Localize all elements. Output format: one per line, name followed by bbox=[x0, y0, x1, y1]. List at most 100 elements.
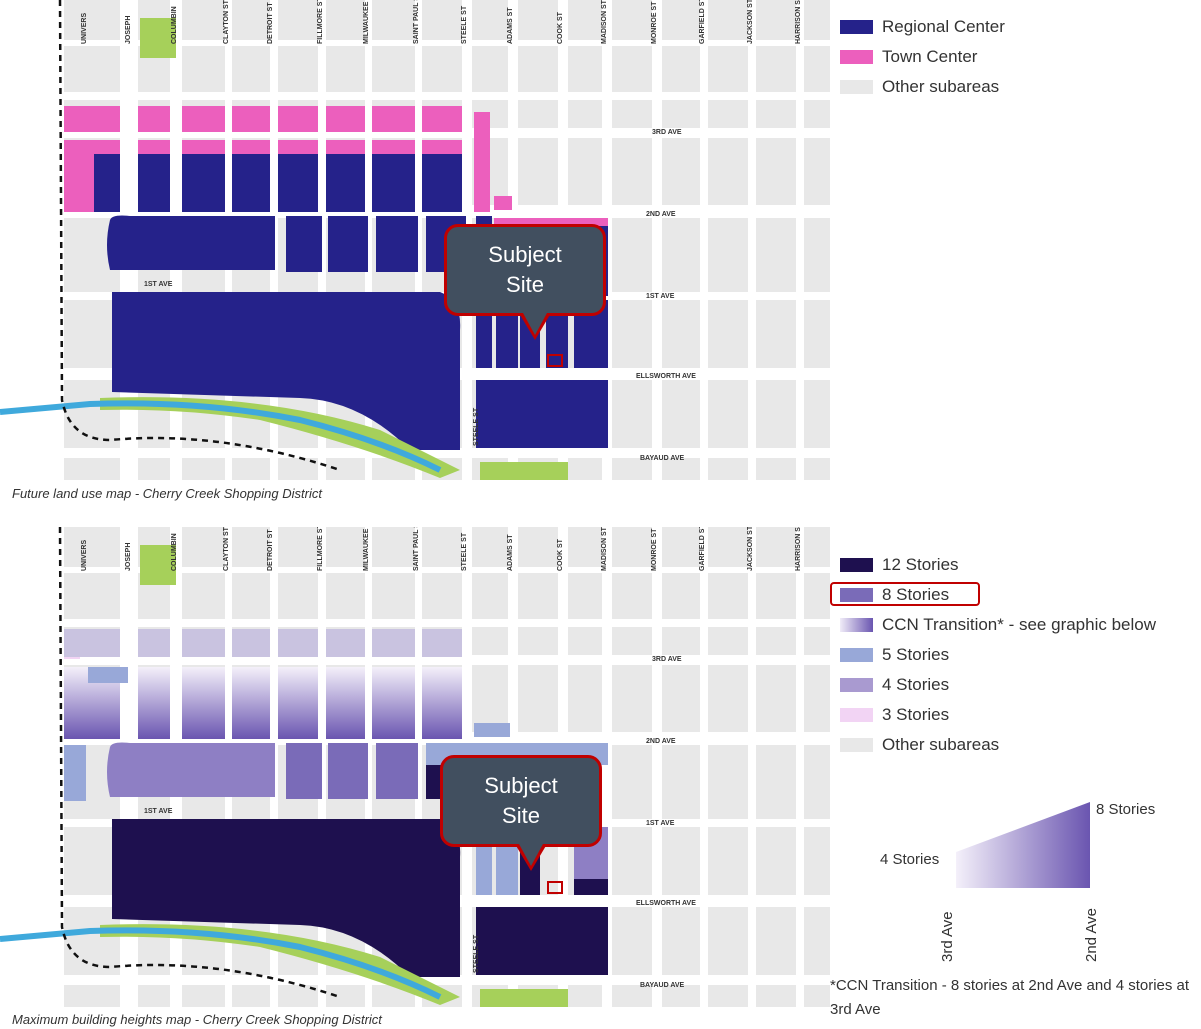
grey-block bbox=[612, 0, 652, 40]
grey-block bbox=[278, 0, 318, 40]
grey-block bbox=[708, 458, 748, 480]
grey-block bbox=[612, 218, 652, 292]
legend-label: 4 Stories bbox=[882, 675, 950, 694]
grey-block bbox=[612, 627, 652, 655]
grey-block bbox=[232, 527, 270, 567]
grey-block bbox=[326, 985, 365, 1007]
street-label: HARRISON ST bbox=[795, 527, 802, 571]
grey-block bbox=[804, 380, 830, 448]
grey-block bbox=[662, 100, 700, 128]
grey-block bbox=[804, 745, 830, 819]
grey-block bbox=[182, 527, 225, 567]
grey-block bbox=[568, 627, 602, 655]
4-stories-block bbox=[232, 629, 270, 657]
grey-block bbox=[612, 907, 652, 975]
regional-center-block bbox=[138, 154, 170, 212]
grey-block bbox=[278, 573, 318, 619]
avenue-label: 1ST AVE bbox=[144, 808, 173, 815]
8-stories-block bbox=[286, 743, 322, 799]
grey-block bbox=[708, 0, 748, 40]
legend-label: 5 Stories bbox=[882, 645, 950, 664]
grey-block bbox=[422, 0, 462, 40]
grey-block bbox=[182, 46, 225, 92]
4-stories-block bbox=[107, 742, 275, 797]
ccn-transition-graphic: 8 Stories 4 Stories 3rd Ave 2nd Ave bbox=[880, 801, 1155, 962]
grey-block bbox=[612, 138, 652, 205]
grey-block bbox=[708, 827, 748, 895]
grey-block bbox=[518, 138, 558, 205]
grey-block bbox=[662, 745, 700, 819]
legend-label: Other subareas bbox=[882, 77, 1000, 96]
grey-block bbox=[662, 827, 700, 895]
grey-block bbox=[804, 0, 830, 40]
town-center-block bbox=[422, 106, 462, 132]
grey-block bbox=[804, 218, 830, 292]
grey-block bbox=[612, 380, 652, 448]
legend-item-town-center: Town Center bbox=[840, 42, 1005, 72]
avenue-label: ELLSWORTH AVE bbox=[636, 900, 696, 907]
grey-block bbox=[662, 627, 700, 655]
grey-block bbox=[568, 46, 602, 92]
transition-axis-2nd: 2nd Ave bbox=[1083, 908, 1100, 962]
grey-block bbox=[662, 380, 700, 448]
avenue-label: 2ND AVE bbox=[646, 738, 676, 745]
grey-block bbox=[662, 0, 700, 40]
grey-block bbox=[756, 627, 796, 655]
avenue-label: 3RD AVE bbox=[652, 129, 682, 136]
legend-label: Other subareas bbox=[882, 735, 1000, 754]
town-center-block bbox=[372, 140, 415, 154]
grey-block bbox=[756, 827, 796, 895]
street-label: STEELE ST bbox=[461, 532, 468, 571]
grey-block bbox=[756, 0, 796, 40]
grey-block bbox=[756, 527, 796, 567]
grey-block bbox=[804, 665, 830, 732]
grey-block bbox=[804, 300, 830, 368]
grey-block bbox=[64, 458, 120, 480]
park bbox=[480, 462, 568, 480]
regional-center-block bbox=[476, 300, 492, 368]
building-heights-map-canvas: UNIVERS JOSEPH COLUMBIN CLAYTON ST DETROIT S… bbox=[0, 527, 830, 1007]
town-center-block bbox=[326, 140, 365, 154]
highlight-box bbox=[830, 582, 980, 606]
5-stories-swatch bbox=[840, 648, 873, 662]
map2-base: UNIVERS JOSEPH COLUMBIN CLAYTON ST DETROIT S… bbox=[0, 527, 830, 1007]
grey-block bbox=[568, 100, 602, 128]
regional-center-block bbox=[376, 216, 418, 272]
grey-block bbox=[612, 573, 652, 619]
grey-block bbox=[708, 665, 748, 732]
ccn-transition-block bbox=[372, 667, 415, 739]
12-stories-block bbox=[112, 819, 461, 977]
grey-block bbox=[372, 573, 415, 619]
grey-block bbox=[326, 458, 365, 480]
street-label: ADAMS ST bbox=[507, 7, 514, 44]
street-label: MADISON ST bbox=[601, 527, 608, 571]
grey-block bbox=[232, 573, 270, 619]
street-label: GARFIELD ST bbox=[699, 527, 706, 571]
future-land-use-map: UNIVERS JOSEPH COLUMBIN CLAYTON ST DETROIT S… bbox=[0, 0, 830, 480]
town-center-block bbox=[138, 140, 170, 154]
street-label: JACKSON ST bbox=[747, 527, 754, 571]
grey-block bbox=[662, 300, 700, 368]
grey-block bbox=[568, 527, 602, 567]
street-label: CLAYTON ST bbox=[223, 0, 230, 44]
5-stories-block bbox=[88, 667, 128, 683]
grey-block bbox=[518, 100, 558, 128]
grey-block bbox=[708, 573, 748, 619]
grey-block bbox=[708, 527, 748, 567]
ccn-transition-block bbox=[182, 667, 225, 739]
town-center-block bbox=[138, 106, 170, 132]
map1-caption: Future land use map - Cherry Creek Shopp… bbox=[12, 486, 322, 501]
street-label: UNIVERS bbox=[81, 540, 88, 571]
legend-item-regional-center: Regional Center bbox=[840, 12, 1005, 42]
regional-center-block bbox=[496, 300, 518, 368]
grey-block bbox=[662, 458, 700, 480]
avenue-label: 1ST AVE bbox=[646, 293, 675, 300]
grey-block bbox=[326, 573, 365, 619]
transition-label-top-right: 8 Stories bbox=[1096, 801, 1155, 818]
avenue-label: 1ST AVE bbox=[144, 281, 173, 288]
town-center-block bbox=[232, 140, 270, 154]
grey-block bbox=[182, 985, 225, 1007]
grey-block bbox=[804, 985, 830, 1007]
grey-block bbox=[662, 46, 700, 92]
ccn-footnote: *CCN Transition - 8 stories at 2nd Ave a… bbox=[830, 977, 1190, 1018]
